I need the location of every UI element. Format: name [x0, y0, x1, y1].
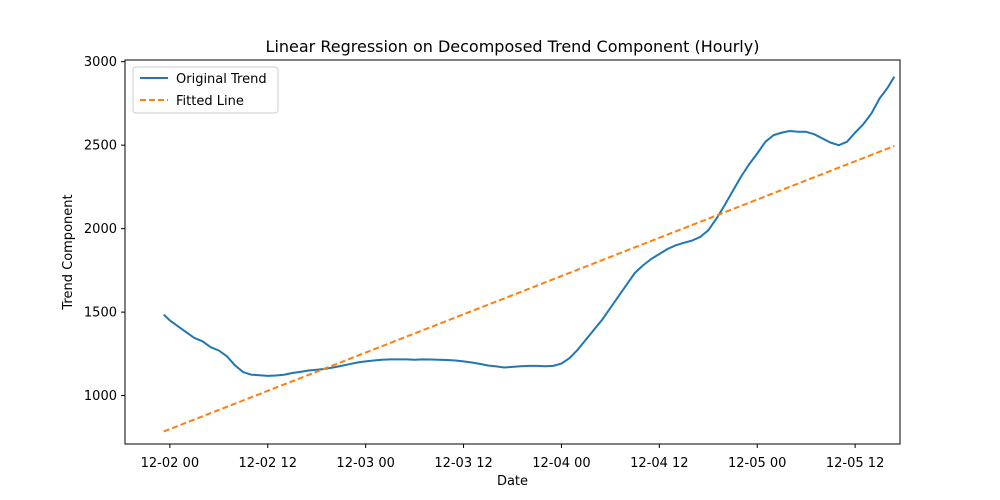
y-tick-label: 1000	[84, 389, 117, 404]
x-tick-label: 12-04 12	[630, 456, 688, 471]
x-tick-label: 12-05 00	[728, 456, 786, 471]
y-axis-label: Trend Component	[61, 194, 76, 310]
chart-title: Linear Regression on Decomposed Trend Co…	[266, 37, 760, 56]
legend: Original Trend Fitted Line	[132, 66, 279, 114]
y-tick-label: 2000	[84, 222, 117, 237]
series-line-fitted-line	[163, 145, 895, 433]
x-tick-label: 12-03 00	[336, 456, 394, 471]
legend-box	[132, 66, 279, 114]
x-tick-label: 12-04 00	[532, 456, 590, 471]
x-axis: 12-02 00 12-02 12 12-03 00 12-03 12 12-04 00…	[141, 444, 884, 471]
y-axis: 1000 1500 2000 2500 3000	[84, 55, 125, 404]
x-tick-label: 12-02 12	[239, 456, 297, 471]
plot-series	[163, 76, 896, 433]
x-axis-label: Date	[497, 474, 528, 489]
x-tick-label: 12-02 00	[141, 456, 199, 471]
y-tick-label: 1500	[84, 306, 117, 321]
plot-area-frame	[124, 59, 901, 445]
x-tick-label: 12-03 12	[434, 456, 492, 471]
x-tick-label: 12-05 12	[826, 456, 884, 471]
legend-label-original-trend: Original Trend	[176, 72, 267, 87]
series-line-original-trend	[163, 76, 896, 377]
y-tick-label: 3000	[84, 55, 117, 70]
y-tick-label: 2500	[84, 139, 117, 154]
legend-label-fitted-line: Fitted Line	[176, 94, 244, 109]
